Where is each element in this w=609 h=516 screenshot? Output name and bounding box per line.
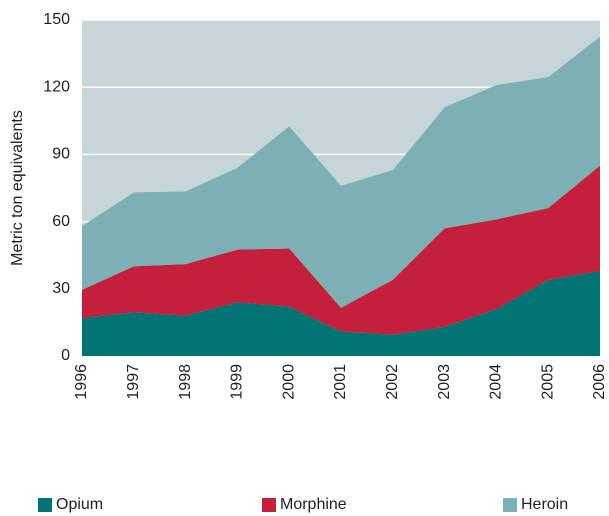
y-tick-label: 30 [52, 280, 70, 297]
legend-swatch [503, 498, 517, 512]
y-tick-label: 60 [52, 213, 70, 230]
x-tick-label: 1996 [73, 364, 90, 400]
y-axis-label: Metric ton equivalents [9, 110, 26, 266]
x-tick-label: 2006 [591, 364, 608, 400]
legend-swatch [262, 498, 276, 512]
x-tick-label: 2003 [436, 364, 453, 400]
legend-label: Heroin [521, 496, 568, 513]
x-tick-label: 1997 [125, 364, 142, 400]
area [82, 270, 600, 356]
legend-label: Opium [56, 496, 103, 513]
x-tick-label: 2005 [539, 364, 556, 400]
x-tick-label: 2001 [332, 364, 349, 400]
x-tick-label: 2002 [384, 364, 401, 400]
x-tick-label: 1998 [177, 364, 194, 400]
y-tick-label: 150 [43, 11, 70, 28]
x-tick-label: 1999 [229, 364, 246, 400]
x-tick-label: 2004 [488, 364, 505, 400]
y-tick-label: 0 [61, 347, 70, 364]
y-tick-label: 90 [52, 146, 70, 163]
area [82, 36, 600, 308]
legend-swatch [38, 498, 52, 512]
legend-label: Morphine [280, 496, 347, 513]
area [82, 165, 600, 335]
y-tick-label: 120 [43, 78, 70, 95]
x-tick-label: 2000 [280, 364, 297, 400]
